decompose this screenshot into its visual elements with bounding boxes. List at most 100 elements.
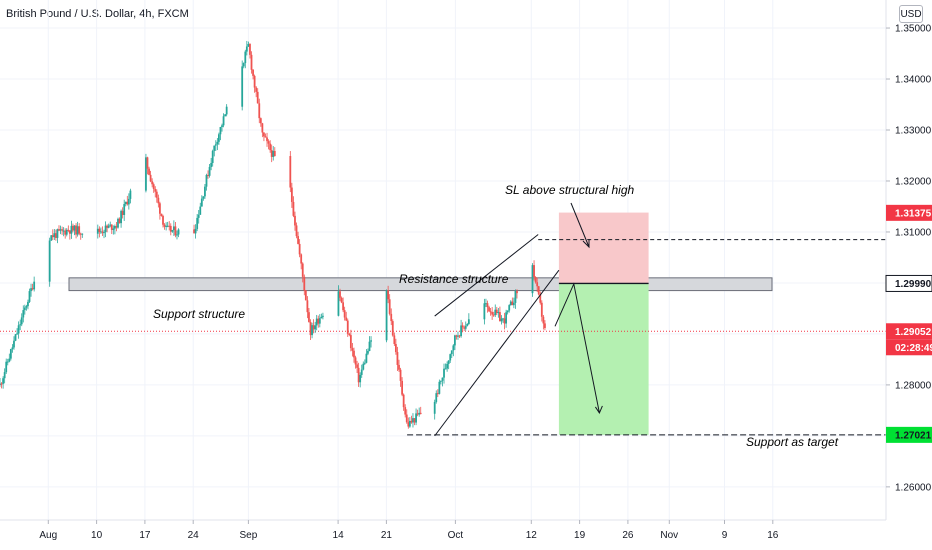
candle-body bbox=[176, 234, 178, 236]
candle-body bbox=[312, 325, 315, 330]
candle-body bbox=[33, 281, 36, 290]
candle-body bbox=[408, 420, 411, 427]
candle-body bbox=[70, 225, 73, 234]
candle-body bbox=[345, 317, 348, 321]
candle-body bbox=[11, 347, 14, 350]
candle-body bbox=[205, 174, 208, 187]
candle-body bbox=[242, 63, 245, 67]
time-tick-label: Aug bbox=[39, 530, 57, 541]
candle-body bbox=[412, 418, 414, 423]
candle-body bbox=[440, 380, 442, 382]
currency-button[interactable]: USD bbox=[899, 5, 923, 23]
time-tick-label: Sep bbox=[240, 530, 258, 541]
candle-body bbox=[255, 87, 258, 92]
candle-body bbox=[53, 233, 56, 238]
candle-body bbox=[537, 286, 540, 295]
candle-body bbox=[354, 357, 357, 365]
candle-body bbox=[509, 301, 512, 306]
candle-body bbox=[447, 360, 450, 364]
candle-body bbox=[151, 181, 154, 185]
candle-body bbox=[100, 231, 102, 233]
candle-body bbox=[225, 106, 228, 115]
candle-body bbox=[492, 314, 495, 316]
candle-body bbox=[101, 231, 104, 233]
candle-body bbox=[241, 66, 244, 107]
candle-body bbox=[117, 218, 119, 228]
candle-body bbox=[499, 312, 501, 322]
candle-body bbox=[318, 318, 321, 324]
candle-body bbox=[8, 358, 11, 362]
candle-body bbox=[540, 302, 543, 317]
candle-body bbox=[218, 134, 220, 142]
candle-body bbox=[5, 361, 8, 373]
candle-body bbox=[78, 226, 81, 234]
candle-body bbox=[449, 354, 452, 361]
candle-body bbox=[385, 290, 388, 341]
candle-body bbox=[419, 412, 422, 414]
candle-body bbox=[126, 201, 129, 205]
candle-body bbox=[104, 225, 107, 233]
candle-body bbox=[542, 316, 545, 324]
candle-body bbox=[512, 302, 515, 306]
chart-title: British Pound / U.S. Dollar, 4h, FXCM bbox=[6, 8, 189, 20]
candle-body bbox=[342, 302, 345, 311]
price-tick-label: 1.31000 bbox=[895, 227, 932, 238]
candle-body bbox=[353, 350, 355, 358]
time-tick-label: 26 bbox=[622, 530, 634, 541]
candle-body bbox=[165, 225, 168, 227]
candle-body bbox=[418, 412, 421, 415]
candle-body bbox=[269, 143, 272, 151]
candle-body bbox=[508, 305, 511, 311]
candle-body bbox=[224, 114, 227, 117]
candle-body bbox=[272, 150, 275, 157]
candle-body bbox=[14, 334, 17, 341]
candle-body bbox=[213, 145, 216, 151]
candle-body bbox=[458, 335, 461, 337]
candle-body bbox=[531, 265, 534, 294]
time-tick-label: 17 bbox=[139, 530, 151, 541]
candle-body bbox=[433, 401, 436, 414]
candle-body bbox=[61, 229, 63, 231]
candle-body bbox=[304, 290, 307, 301]
candle-body bbox=[539, 294, 542, 303]
wedge-upper-line bbox=[434, 234, 539, 317]
candle-body bbox=[64, 230, 67, 235]
candle-body bbox=[261, 123, 264, 133]
candle-body bbox=[416, 413, 419, 415]
sl-annotation: SL above structural high bbox=[505, 183, 635, 197]
candle-body bbox=[98, 228, 101, 232]
candle-body bbox=[73, 225, 76, 231]
candle-body bbox=[292, 201, 295, 216]
candle-body bbox=[3, 372, 6, 379]
candle-body bbox=[31, 288, 34, 290]
price-tick-label: 1.33000 bbox=[895, 126, 932, 137]
candle-body bbox=[505, 312, 508, 324]
candle-body bbox=[16, 333, 18, 335]
candle-body bbox=[500, 318, 503, 322]
candle-body bbox=[67, 229, 70, 231]
candle-body bbox=[450, 350, 453, 355]
candle-body bbox=[120, 210, 122, 224]
candle-body bbox=[121, 210, 124, 215]
candle-body bbox=[68, 230, 71, 234]
candle-body bbox=[110, 224, 113, 230]
candle-body bbox=[0, 383, 3, 385]
countdown-label: 02:28:49 bbox=[895, 343, 932, 354]
candle-body bbox=[207, 174, 209, 176]
candle-body bbox=[453, 335, 456, 346]
candle-body bbox=[169, 225, 172, 232]
candle-body bbox=[263, 132, 265, 137]
time-tick-label: 24 bbox=[188, 530, 200, 541]
candle-body bbox=[467, 319, 470, 324]
candle-body bbox=[486, 303, 489, 308]
candle-body bbox=[394, 344, 397, 353]
candle-body bbox=[311, 325, 313, 336]
candle-body bbox=[266, 137, 268, 142]
candle-body bbox=[360, 369, 363, 375]
last-price-label: 1.29052 bbox=[895, 327, 932, 338]
resistance-annotation: Resistance structure bbox=[399, 272, 509, 286]
candle-body bbox=[253, 75, 256, 88]
candle-body bbox=[544, 323, 546, 329]
candle-body bbox=[399, 369, 402, 381]
